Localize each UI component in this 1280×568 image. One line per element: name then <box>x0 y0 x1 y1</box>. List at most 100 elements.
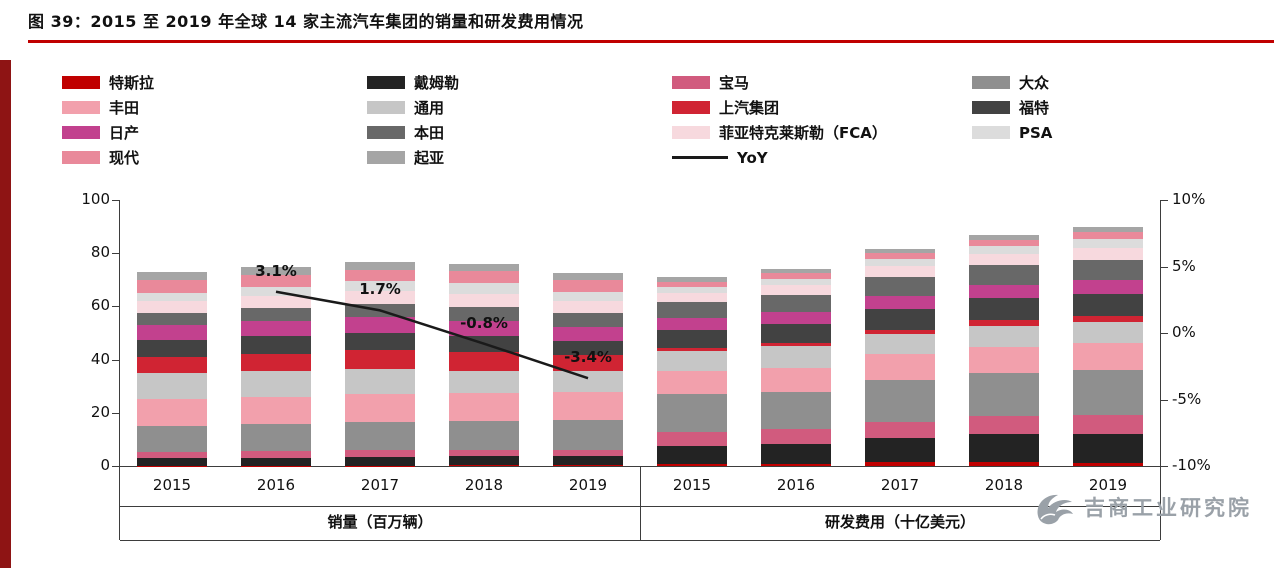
bar-segment <box>761 284 831 296</box>
bar-segment <box>865 276 935 296</box>
bar-segment <box>761 429 831 444</box>
bar-segment <box>1073 433 1143 463</box>
bar-segment <box>449 320 519 336</box>
bar-segment <box>761 367 831 392</box>
bar-segment <box>449 456 519 466</box>
yoy-data-label: -0.8% <box>460 313 508 332</box>
bar-segment <box>969 325 1039 347</box>
bar-segment <box>969 346 1039 374</box>
bar-segment <box>761 278 831 285</box>
bar-segment <box>241 424 311 452</box>
legend-label: 宝马 <box>719 74 750 92</box>
bar-segment <box>553 300 623 313</box>
bar-segment <box>449 283 519 294</box>
x-axis-year-label: 2018 <box>984 476 1024 494</box>
stacked-bar-sales-2015 <box>137 271 207 466</box>
bar-segment <box>137 458 207 466</box>
bar-segment <box>1073 239 1143 248</box>
left-axis-tick-label: 80 <box>90 243 110 262</box>
bar-segment <box>761 463 831 466</box>
bar-segment <box>241 267 311 276</box>
legend-label: 戴姆勒 <box>414 74 460 92</box>
legend-item-丰田: 丰田 <box>62 97 367 118</box>
left-axis-tick-label: 20 <box>90 402 110 421</box>
bar-segment <box>657 318 727 330</box>
right-axis-tick <box>1160 466 1168 467</box>
bar-segment <box>761 295 831 313</box>
bar-segment <box>345 450 415 457</box>
yoy-line-layer <box>275 290 589 380</box>
left-axis-tick-label: 0 <box>100 456 110 474</box>
bar-segment <box>553 371 623 392</box>
legend-color-swatch <box>972 126 1010 139</box>
x-axis-year-label: 2016 <box>776 476 816 494</box>
bar-segment <box>241 321 311 337</box>
bar-segment <box>345 291 415 304</box>
bar-segment <box>345 317 415 333</box>
bar-segment <box>969 320 1039 326</box>
bar-segment <box>657 302 727 319</box>
bar-segment <box>345 394 415 422</box>
bar-segment <box>137 300 207 313</box>
bar-segment <box>553 312 623 327</box>
bar-segment <box>969 434 1039 463</box>
bar-segment <box>865 462 935 466</box>
legend-label: 丰田 <box>109 99 140 117</box>
right-axis-tick-label: 5% <box>1172 256 1196 275</box>
bar-segment <box>865 295 935 309</box>
legend-item-大众: 大众 <box>972 72 1257 93</box>
legend-color-swatch <box>672 101 710 114</box>
legend-label: 起亚 <box>414 149 445 167</box>
legend-item-PSA: PSA <box>972 124 1257 142</box>
x-axis-year-label: 2015 <box>152 476 192 494</box>
bar-segment <box>969 234 1039 240</box>
left-axis-tick <box>112 359 120 361</box>
left-axis-tick <box>112 466 120 467</box>
legend-color-swatch <box>672 76 710 89</box>
bar-segment <box>241 457 311 466</box>
legend-item-现代: 现代 <box>62 147 367 168</box>
group-label-rnd: 研发费用（十亿美元） <box>824 513 975 531</box>
right-axis-tick <box>1160 399 1168 401</box>
bar-segment <box>345 262 415 270</box>
bar-segment <box>657 431 727 446</box>
bar-segment <box>761 323 831 343</box>
right-axis-tick <box>1160 333 1168 334</box>
bar-segment <box>761 312 831 324</box>
legend-color-swatch <box>367 126 405 139</box>
legend-item-菲亚特克莱斯勒（FCA）: 菲亚特克莱斯勒（FCA） <box>672 122 972 143</box>
x-axis-year-label: 2015 <box>672 476 712 494</box>
bar-segment <box>865 258 935 267</box>
right-axis-tick-label: -5% <box>1172 389 1202 408</box>
bar-segment <box>137 271 207 280</box>
legend-item-通用: 通用 <box>367 97 672 118</box>
bar-segment <box>1073 342 1143 370</box>
legend-item-福特: 福特 <box>972 97 1257 118</box>
legend-color-swatch <box>62 76 100 89</box>
bar-segment <box>865 266 935 277</box>
bar-segment <box>553 420 623 450</box>
yoy-line <box>275 290 589 380</box>
legend-item-日产: 日产 <box>62 122 367 143</box>
bar-segment <box>553 326 623 341</box>
stacked-bar-rnd-2016 <box>761 269 831 466</box>
bar-segment <box>865 253 935 259</box>
bar-segment <box>553 456 623 465</box>
bar-segment <box>137 425 207 453</box>
legend-label: PSA <box>1019 123 1053 142</box>
watermark: 吉商工业研究院 <box>1031 489 1252 525</box>
bar-segment <box>345 281 415 292</box>
bar-segment <box>449 465 519 466</box>
bar-segment <box>553 464 623 466</box>
legend-label: 日产 <box>109 124 140 142</box>
bar-segment <box>137 325 207 340</box>
y-axis-left-line <box>119 200 120 540</box>
right-axis-tick <box>1160 200 1168 201</box>
bar-segment <box>137 399 207 426</box>
legend-item-特斯拉: 特斯拉 <box>62 72 367 93</box>
bar-segment <box>345 332 415 351</box>
legend-item-戴姆勒: 戴姆勒 <box>367 72 672 93</box>
right-axis-tick-label: 10% <box>1172 190 1206 208</box>
left-axis-tick <box>112 253 120 255</box>
